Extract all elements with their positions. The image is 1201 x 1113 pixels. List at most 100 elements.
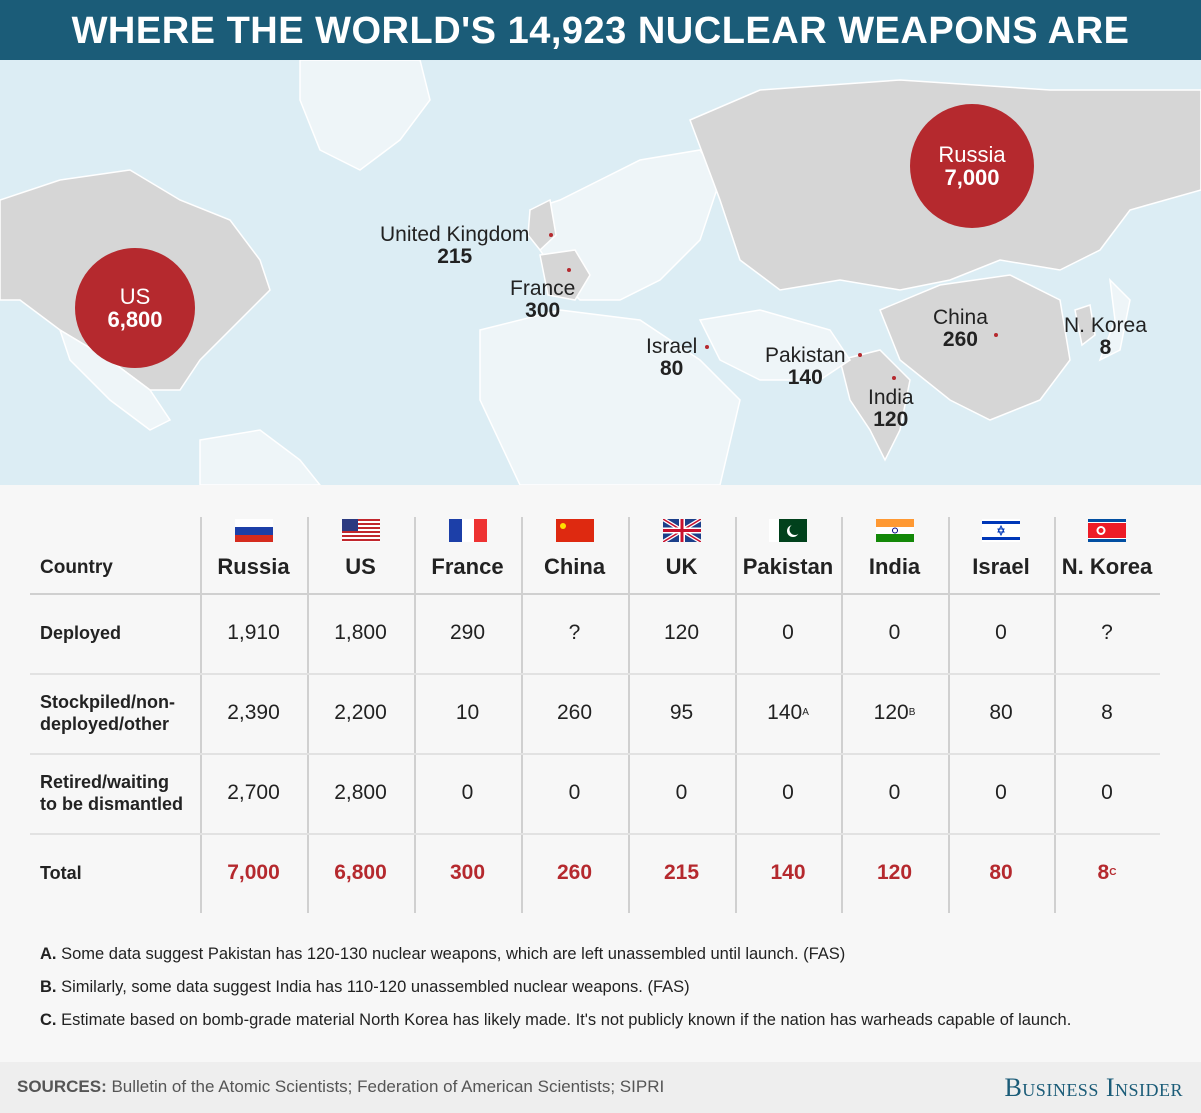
label-country: Pakistan — [765, 344, 846, 367]
label-country: N. Korea — [1064, 314, 1147, 337]
table-cell: 2,390 — [200, 673, 307, 753]
page-title: WHERE THE WORLD'S 14,923 NUCLEAR WEAPONS… — [0, 0, 1201, 60]
land-middle-east — [698, 309, 852, 381]
bubble-value: 6,800 — [107, 307, 163, 332]
footnote-marker: C — [1109, 867, 1117, 878]
cell-value: 2,700 — [227, 781, 280, 804]
label-country: India — [868, 386, 914, 409]
cell-value: 0 — [1101, 781, 1113, 804]
label-country: China — [933, 306, 988, 329]
table-cell: 290 — [414, 593, 521, 673]
table-cell: 260 — [521, 673, 628, 753]
israel-flag — [982, 519, 1020, 542]
label-country: Israel — [646, 335, 698, 358]
row-label: Retired/waiting to be dismantled — [40, 753, 195, 833]
table-cell: 260 — [521, 833, 628, 913]
pakistan-flag — [769, 519, 807, 542]
column-header-china: China — [543, 554, 606, 579]
table-cell: 2,200 — [307, 673, 414, 753]
label-value: 300 — [525, 299, 561, 322]
table-cell: 10 — [414, 673, 521, 753]
row-label-text: Deployed — [40, 622, 121, 644]
north-korea-label: N. Korea 8 — [1064, 315, 1147, 359]
cell-value: 1,800 — [334, 621, 387, 644]
sources-label: SOURCES: — [17, 1077, 107, 1096]
cell-value: 260 — [556, 861, 593, 884]
sources: SOURCES: Bulletin of the Atomic Scientis… — [17, 1077, 664, 1097]
bubble-country: US — [119, 284, 151, 309]
cell-value: 0 — [782, 621, 794, 644]
footnote-text: Some data suggest Pakistan has 120-130 n… — [56, 945, 846, 963]
uk-dot — [549, 233, 553, 237]
cell-value: 2,800 — [334, 781, 387, 804]
cell-value: 140 — [767, 701, 803, 724]
india-label: India 120 — [868, 387, 914, 431]
footnote-text: Estimate based on bomb-grade material No… — [56, 1011, 1072, 1029]
table-cell: 0 — [948, 593, 1054, 673]
row-label: Total — [40, 833, 195, 913]
sources-text: Bulletin of the Atomic Scientists; Feder… — [106, 1077, 665, 1096]
weapons-table: Country Russia US France China UK Pakistan Ind… — [0, 485, 1201, 1062]
label-value: 215 — [437, 245, 473, 268]
uk-flag — [661, 517, 702, 544]
table-cell: ? — [521, 593, 628, 673]
table-cell: 2,800 — [307, 753, 414, 833]
cell-value: ? — [1101, 621, 1113, 644]
cell-value: 6,800 — [334, 861, 387, 884]
cell-value: 0 — [888, 621, 901, 644]
cell-value: 0 — [461, 781, 474, 804]
table-cell: 215 — [628, 833, 735, 913]
table-cell: 0 — [841, 753, 948, 833]
label-value: 260 — [942, 328, 978, 351]
footer: SOURCES: Bulletin of the Atomic Scientis… — [0, 1062, 1201, 1113]
land-greenland — [299, 60, 431, 171]
column-header-russia: Russia — [217, 554, 290, 579]
column-header-pakistan: Pakistan — [742, 554, 834, 579]
row-label-text: Stockpiled/non-deployed/other — [40, 691, 175, 735]
row-label-line: to be dismantled — [40, 794, 184, 814]
cell-value: 300 — [449, 861, 486, 884]
uk-label: United Kingdom 215 — [380, 224, 529, 268]
table-cell: 6,800 — [307, 833, 414, 913]
cell-value: 0 — [888, 781, 901, 804]
column-divider — [200, 517, 202, 913]
table-cell: 300 — [414, 833, 521, 913]
column-divider — [948, 517, 950, 913]
table-cell: 0 — [841, 593, 948, 673]
row-label-line: Stockpiled/non- — [40, 692, 175, 712]
label-country: France — [510, 277, 576, 300]
north-korea-flag — [1088, 519, 1126, 542]
cell-value: 2,200 — [334, 701, 387, 724]
france-label: France 300 — [510, 278, 575, 322]
table-cell: 80 — [948, 673, 1054, 753]
table-cell: 0 — [414, 753, 521, 833]
pakistan-dot — [858, 353, 862, 357]
cell-value: ? — [568, 621, 581, 644]
cell-value: 120 — [873, 701, 909, 724]
cell-value: 80 — [989, 701, 1013, 724]
india-dot — [892, 376, 896, 380]
row-label-line: Deployed — [40, 623, 122, 643]
country-header: Country — [40, 557, 113, 578]
land-uk — [527, 198, 557, 252]
column-header-france: France — [431, 554, 504, 579]
land-south-america — [199, 429, 321, 485]
table-cell: ? — [1054, 593, 1160, 673]
china-dot — [994, 333, 998, 337]
table-cell: 120 — [628, 593, 735, 673]
israel-label: Israel 80 — [646, 336, 697, 380]
footnote-b: B. Similarly, some data suggest India ha… — [40, 978, 690, 997]
column-header-nkorea: N. Korea — [1061, 554, 1153, 579]
column-divider — [414, 517, 416, 913]
label-value: 8 — [1099, 336, 1112, 359]
column-divider — [841, 517, 843, 913]
cell-value: 8 — [1101, 701, 1113, 724]
row-label-text: Total — [40, 862, 82, 884]
land-france — [539, 249, 591, 301]
column-header-us: US — [345, 554, 376, 579]
table-cell: 0 — [628, 753, 735, 833]
row-label-line: deployed/other — [40, 714, 170, 734]
footnote-marker: B — [908, 707, 916, 718]
cell-value: 7,000 — [227, 861, 280, 884]
